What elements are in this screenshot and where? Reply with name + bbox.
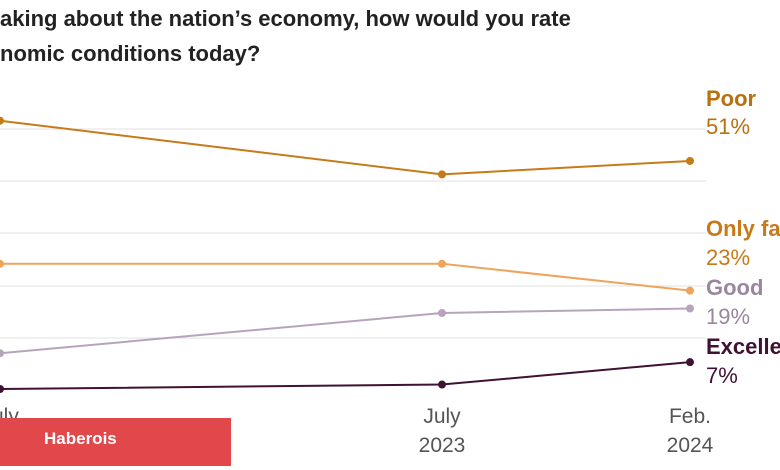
series-poor: Poor 51%: [0, 86, 757, 179]
source-banner: Haberois: [0, 418, 231, 466]
x-tick-month-2: July: [423, 405, 461, 428]
data-point-excelle-1[interactable]: [0, 385, 4, 393]
data-point-only-fa-1[interactable]: [0, 259, 4, 268]
data-point-only-fa-3[interactable]: [686, 286, 694, 295]
series-label-poor: Poor: [706, 86, 757, 111]
series-good: Good 19%: [0, 275, 763, 358]
data-point-poor-1[interactable]: [0, 116, 4, 125]
data-point-only-fa-2[interactable]: [438, 259, 446, 268]
series-value-excelle: 7%: [706, 363, 738, 388]
x-tick-year-2: 2023: [419, 434, 466, 457]
series-value-good: 19%: [706, 304, 750, 329]
series-line-good: [0, 307, 691, 355]
series-value-poor: 51%: [706, 114, 750, 139]
series-label-only-fa: Only fa: [706, 216, 780, 241]
series-only-fa: Only fa 23%: [0, 216, 780, 295]
chart-title-line-1: aking about the nation’s economy, how wo…: [0, 6, 571, 31]
gridlines: [0, 128, 706, 339]
data-point-good-3[interactable]: [686, 304, 694, 313]
data-point-good-1[interactable]: [0, 349, 4, 358]
series-label-good: Good: [706, 275, 763, 300]
data-point-excelle-3[interactable]: [686, 358, 694, 367]
data-point-good-2[interactable]: [438, 308, 446, 317]
series-line-only-fa: [0, 262, 691, 292]
x-tick-month-3: Feb.: [669, 405, 711, 428]
series-line-excelle: [0, 361, 691, 390]
series-excelle: Excelle 7%: [0, 334, 780, 393]
source-link[interactable]: Haberois: [44, 429, 117, 448]
series-label-excelle: Excelle: [706, 334, 780, 359]
chart-title-line-2: nomic conditions today?: [0, 41, 261, 66]
series-value-only-fa: 23%: [706, 245, 750, 270]
x-tick-year-3: 2024: [667, 434, 714, 457]
data-point-poor-3[interactable]: [686, 156, 694, 165]
data-point-poor-2[interactable]: [438, 170, 446, 179]
data-point-excelle-2[interactable]: [438, 380, 446, 389]
